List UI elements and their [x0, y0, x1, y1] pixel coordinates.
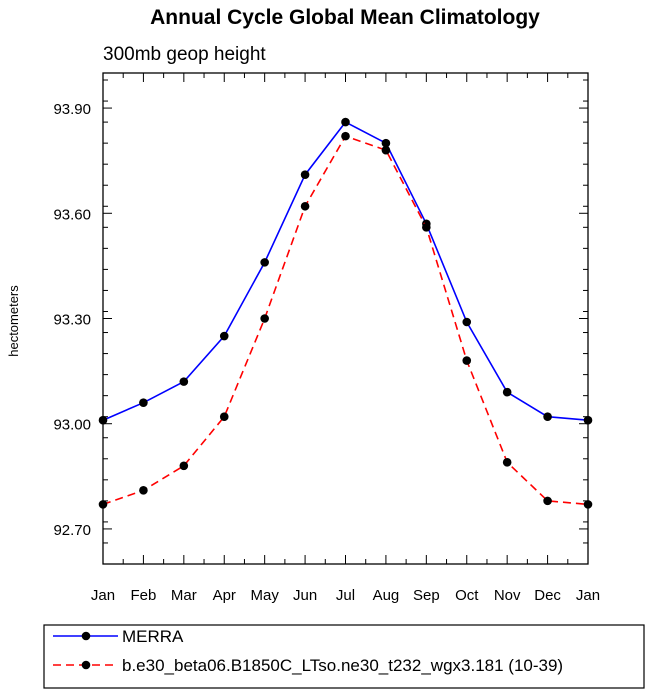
series-line [102, 135, 589, 506]
x-tick-label: Jan [576, 587, 600, 604]
data-point [260, 258, 269, 267]
data-point [341, 131, 350, 141]
data-point [98, 415, 108, 425]
x-tick-label: Dec [534, 587, 561, 604]
series-line [102, 121, 589, 422]
data-point [462, 317, 472, 327]
data-point [381, 138, 391, 148]
data-point [502, 457, 512, 467]
data-point [502, 387, 512, 397]
chart-subtitle: 300mb geop height [103, 44, 266, 65]
data-point [583, 500, 593, 509]
data-point [543, 412, 552, 422]
x-tick-label: Oct [455, 587, 479, 604]
legend-marker [81, 631, 91, 641]
data-point [543, 496, 552, 506]
x-tick-label: Apr [213, 587, 236, 604]
x-tick-label: May [250, 587, 279, 604]
axis-ticks: Jan Feb Mar Apr May Jun Jul Aug Sep Oct Nov Dec Jan 9… [53, 73, 600, 604]
legend-box [43, 624, 645, 689]
y-tick-label: 92.70 [53, 522, 91, 539]
chart-title: Annual Cycle Global Mean Climatology [150, 6, 540, 29]
x-tick-label: Jan [91, 587, 115, 604]
data-point [179, 461, 189, 471]
y-tick-label: 93.90 [53, 101, 91, 118]
data-point [219, 331, 229, 341]
data-point [422, 223, 431, 232]
x-tick-label: Aug [373, 587, 400, 604]
data-point [462, 356, 472, 365]
data-point [219, 412, 229, 422]
data-point [139, 486, 148, 495]
y-axis-label: hectometers [6, 285, 21, 357]
legend: MERRA b.e30_beta06.B1850C_LTso.ne30_t232_… [43, 624, 645, 689]
data-point [139, 398, 148, 407]
data-point [260, 314, 269, 323]
x-tick-label: Nov [494, 587, 521, 604]
x-tick-label: Feb [130, 587, 156, 604]
legend-marker [81, 660, 91, 670]
series-layer [98, 117, 593, 509]
data-point [341, 117, 350, 127]
legend-label: b.e30_beta06.B1850C_LTso.ne30_t232_wgx3.… [122, 656, 563, 675]
x-tick-label: Jun [293, 587, 317, 604]
y-tick-label: 93.30 [53, 312, 91, 329]
data-point [179, 377, 189, 386]
data-point [583, 415, 593, 425]
y-tick-label: 93.60 [53, 206, 91, 223]
data-point [300, 170, 310, 180]
x-tick-label: Sep [413, 587, 440, 604]
y-tick-label: 93.00 [53, 417, 91, 434]
x-tick-label: Mar [171, 587, 197, 604]
data-point [381, 145, 391, 155]
plot-frame [102, 72, 589, 565]
data-point [300, 201, 310, 211]
data-point [98, 500, 108, 509]
legend-label: MERRA [122, 627, 184, 646]
x-tick-label: Jul [336, 587, 355, 604]
